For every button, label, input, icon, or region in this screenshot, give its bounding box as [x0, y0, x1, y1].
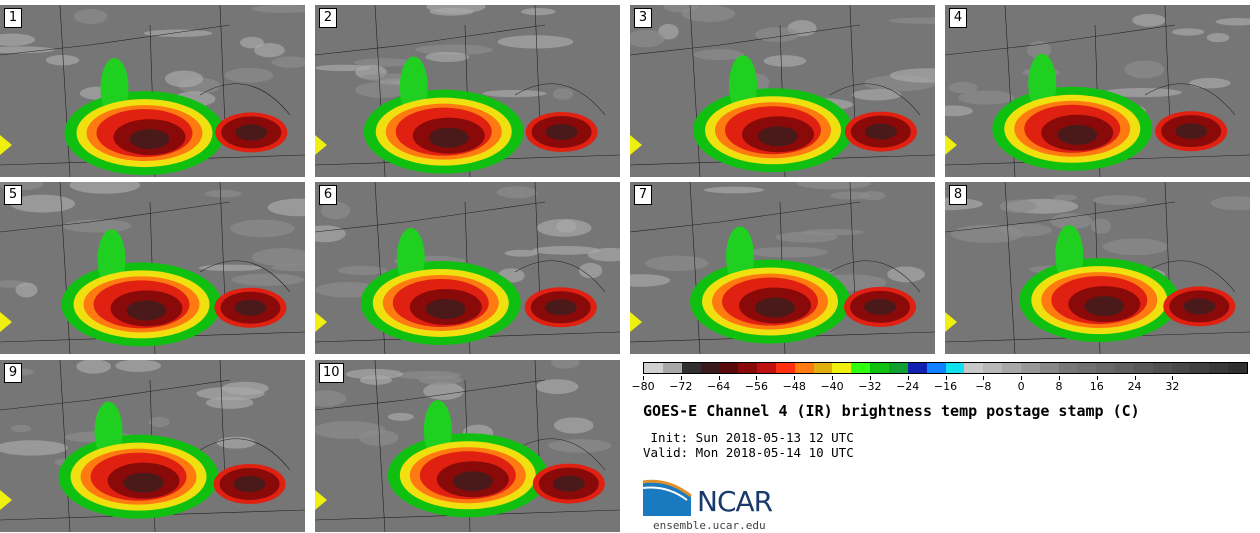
- colorbar-tick-label: −32: [858, 380, 882, 393]
- colorbar-segment: [775, 363, 795, 373]
- panel-number-label: 5: [4, 185, 22, 205]
- colorbar-segment: [1039, 363, 1059, 373]
- colorbar-segment: [700, 363, 720, 373]
- colorbar-segment: [757, 363, 776, 373]
- colorbar-tick-mark: [907, 376, 909, 380]
- colorbar-segment: [794, 363, 814, 373]
- colorbar-tick-mark: [832, 376, 834, 380]
- ncar-logo-text: NCAR: [697, 485, 773, 518]
- colorbar-segment: [945, 363, 965, 373]
- colorbar-tick-label: −40: [820, 380, 844, 393]
- colorbar-tick-label: 16: [1089, 380, 1104, 393]
- colorbar-tick-mark: [643, 376, 644, 380]
- stamp-panel-8: 8: [945, 182, 1250, 354]
- colorbar-ticks: −80 −72 −64 −56 −48 −40 −32 −24 −16 −8 0 8 16 24 32: [631, 376, 1248, 396]
- colorbar-tick-mark: [945, 376, 947, 380]
- colorbar-segment: [1209, 363, 1229, 373]
- colorbar-segment: [1096, 363, 1116, 373]
- colorbar-segment: [681, 363, 701, 373]
- panel-number-label: 3: [634, 8, 652, 28]
- colorbar-segment: [813, 363, 833, 373]
- colorbar-segment: [1058, 363, 1078, 373]
- colorbar-segment: [851, 363, 871, 373]
- colorbar-tick-label: −24: [896, 380, 920, 393]
- colorbar-segment: [1190, 363, 1210, 373]
- init-time: Init: Sun 2018-05-13 12 UTC: [643, 430, 854, 445]
- colorbar-tick-mark: [1134, 376, 1136, 380]
- colorbar: [643, 362, 1248, 374]
- panel-number-label: 8: [949, 185, 967, 205]
- panel-number-label: 4: [949, 8, 967, 28]
- colorbar-segment: [738, 363, 758, 373]
- colorbar-segment: [1077, 363, 1097, 373]
- colorbar-segment: [907, 363, 927, 373]
- colorbar-tick-label: 32: [1165, 380, 1180, 393]
- stamp-panel-1: 1: [0, 5, 305, 177]
- colorbar-segment: [888, 363, 908, 373]
- stamp-panel-7: 7: [630, 182, 935, 354]
- colorbar-segment: [1133, 363, 1153, 373]
- stamp-panel-3: 3: [630, 5, 935, 177]
- stamp-panel-2: 2: [315, 5, 620, 177]
- colorbar-segment: [870, 363, 889, 373]
- ncar-logo-icon: [643, 479, 692, 516]
- colorbar-tick-mark: [1058, 376, 1060, 380]
- colorbar-segment: [964, 363, 984, 373]
- panel-number-label: 6: [319, 185, 337, 205]
- panel-number-label: 2: [319, 8, 337, 28]
- site-url[interactable]: ensemble.ucar.edu: [653, 519, 766, 532]
- colorbar-segment: [1115, 363, 1134, 373]
- colorbar-segment: [1020, 363, 1040, 373]
- colorbar-tick-label: 0: [1017, 380, 1025, 393]
- stamp-panel-9: 9: [0, 360, 305, 532]
- stamp-panel-5: 5: [0, 182, 305, 354]
- colorbar-segment: [832, 363, 852, 373]
- valid-time: Valid: Mon 2018-05-14 10 UTC: [643, 445, 854, 460]
- colorbar-segment: [1228, 363, 1247, 373]
- panel-number-label: 1: [4, 8, 22, 28]
- colorbar-segment: [662, 363, 682, 373]
- colorbar-tick-label: −48: [782, 380, 806, 393]
- colorbar-tick-mark: [1021, 376, 1023, 380]
- colorbar-segment: [644, 363, 663, 373]
- colorbar-tick-mark: [680, 376, 682, 380]
- colorbar-segment: [719, 363, 739, 373]
- colorbar-tick-label: −56: [744, 380, 769, 393]
- panel-number-label: 7: [634, 185, 652, 205]
- stamp-panel-4: 4: [945, 5, 1250, 177]
- panel-number-label: 10: [319, 363, 344, 383]
- colorbar-tick-label: 8: [1055, 380, 1063, 393]
- figure-title: GOES-E Channel 4 (IR) brightness temp po…: [643, 402, 1140, 420]
- stamp-panel-6: 6: [315, 182, 620, 354]
- colorbar-tick-mark: [718, 376, 720, 380]
- colorbar-tick-label: −16: [933, 380, 958, 393]
- panel-number-label: 9: [4, 363, 22, 383]
- colorbar-tick-mark: [756, 376, 758, 380]
- colorbar-tick-label: −80: [631, 380, 655, 393]
- colorbar-tick-mark: [794, 376, 796, 380]
- colorbar-tick-mark: [983, 376, 985, 380]
- colorbar-tick-label: −8: [975, 380, 992, 393]
- colorbar-tick-label: 24: [1127, 380, 1142, 393]
- colorbar-segment: [1152, 363, 1172, 373]
- stamp-panel-10: 10: [315, 360, 620, 532]
- colorbar-segment: [983, 363, 1003, 373]
- colorbar-segment: [1002, 363, 1021, 373]
- colorbar-tick-mark: [1172, 376, 1174, 380]
- colorbar-tick-mark: [1096, 376, 1098, 380]
- colorbar-tick-label: −64: [707, 380, 731, 393]
- colorbar-segment: [926, 363, 946, 373]
- colorbar-tick-mark: [869, 376, 871, 380]
- colorbar-segment: [1171, 363, 1191, 373]
- colorbar-tick-label: −72: [669, 380, 693, 393]
